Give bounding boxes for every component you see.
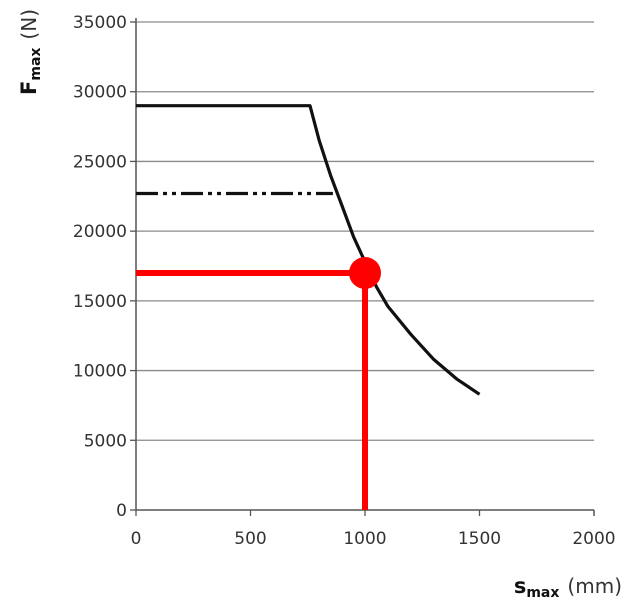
x-axis-label: smax (mm)	[514, 574, 622, 601]
y-tick-label-5000: 5000	[84, 431, 127, 451]
x-axis-label-unit: (mm)	[567, 574, 622, 598]
series-lines	[136, 104, 481, 396]
x-axis-label-sub: max	[526, 585, 559, 601]
svg-text:smax(mm): smax (mm)	[514, 574, 622, 601]
y-tick-label-0: 0	[116, 501, 127, 521]
annotation	[136, 256, 381, 510]
svg-text:Fmax(N): Fmax (N)	[17, 9, 44, 95]
y-tick-label-35000: 35000	[73, 13, 127, 33]
y-tick-label-10000: 10000	[73, 362, 127, 382]
x-axis-label-main: s	[514, 574, 527, 598]
x-tick-labels: 0 500 1000 1500 2000	[131, 529, 616, 549]
y-axis-label-unit: (N)	[17, 9, 41, 40]
x-tick-label-2000: 2000	[572, 529, 615, 549]
x-tick-label-1500: 1500	[458, 529, 501, 549]
x-tick-label-500: 500	[234, 529, 266, 549]
y-axis-label-sub: max	[28, 48, 44, 81]
y-tick-label-30000: 30000	[73, 83, 127, 103]
annotation-point	[349, 256, 381, 289]
y-axis-label: Fmax (N)	[17, 9, 44, 95]
x-tick-label-0: 0	[131, 529, 142, 549]
y-tick-label-15000: 15000	[73, 292, 127, 312]
y-tick-label-20000: 20000	[73, 222, 127, 242]
y-tick-labels: 0 5000 10000 15000 20000 25000 30000 35000	[73, 13, 127, 521]
y-tick-label-25000: 25000	[73, 152, 127, 172]
series-line-1-solid	[136, 104, 481, 396]
y-axis-label-main: F	[17, 81, 41, 95]
x-tick-label-1000: 1000	[343, 529, 386, 549]
